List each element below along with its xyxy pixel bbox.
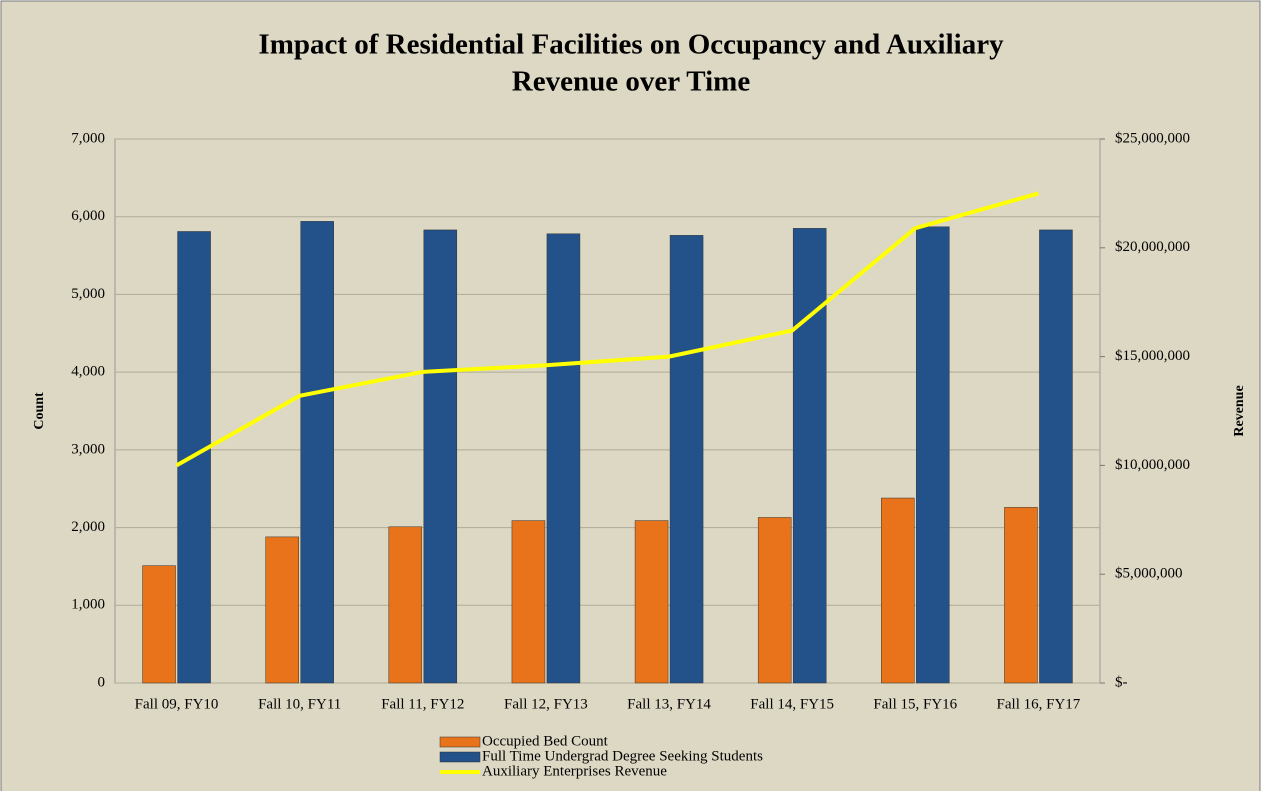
x-tick-label: Fall 09, FY10 — [135, 696, 219, 712]
y-tick-label: 3,000 — [71, 441, 105, 457]
y2-tick-label: $20,000,000 — [1115, 239, 1190, 255]
bar — [300, 221, 334, 684]
x-tick-label: Fall 11, FY12 — [381, 696, 464, 712]
x-tick-label: Fall 12, FY13 — [504, 696, 588, 712]
y2-axis-title: Revenue — [1232, 385, 1247, 436]
bar — [916, 226, 950, 684]
y-tick-label: 5,000 — [71, 286, 105, 302]
y-tick-label: 4,000 — [71, 364, 105, 380]
legend-key — [439, 751, 481, 763]
bar — [669, 235, 704, 684]
line — [175, 191, 1039, 468]
bar — [792, 228, 827, 684]
x-tick-label: Fall 13, FY14 — [627, 696, 711, 712]
legend-key — [439, 736, 481, 748]
bar — [388, 526, 423, 684]
bar — [757, 517, 792, 684]
y2-tick-label: $25,000,000 — [1115, 130, 1190, 146]
legend-label: Full Time Undergrad Degree Seeking Stude… — [482, 748, 763, 764]
x-tick-label: Fall 14, FY15 — [750, 696, 834, 712]
bar — [142, 565, 176, 684]
x-tick-label: Fall 10, FY11 — [258, 696, 341, 712]
bar — [511, 520, 546, 684]
y2-tick-label: $5,000,000 — [1115, 566, 1183, 582]
bar — [1039, 229, 1073, 684]
bar — [634, 520, 669, 684]
y-tick-label: 2,000 — [71, 519, 105, 535]
y-tick-label: 1,000 — [71, 597, 105, 613]
y2-tick-label: $- — [1115, 674, 1128, 690]
plot-area — [114, 138, 1101, 684]
y-axis-title: Count — [32, 392, 47, 430]
y2-tick-label: $15,000,000 — [1115, 348, 1190, 364]
y2-tick-label: $10,000,000 — [1115, 457, 1190, 473]
bar — [1004, 507, 1038, 684]
bar — [423, 229, 458, 684]
bar — [265, 536, 299, 684]
chart-title: Impact of Residential Facilities on Occu… — [258, 29, 1004, 61]
x-tick-label: Fall 16, FY17 — [997, 696, 1081, 712]
legend-label: Occupied Bed Count — [482, 733, 609, 749]
x-tick-label: Fall 15, FY16 — [873, 696, 957, 712]
y-tick-label: 7,000 — [71, 130, 105, 146]
bar — [881, 497, 915, 684]
y-tick-label: 6,000 — [71, 208, 105, 224]
y-tick-label: 0 — [98, 674, 106, 690]
chart-title: Revenue over Time — [512, 66, 751, 98]
bar — [546, 233, 581, 684]
legend-label: Auxiliary Enterprises Revenue — [482, 763, 667, 779]
